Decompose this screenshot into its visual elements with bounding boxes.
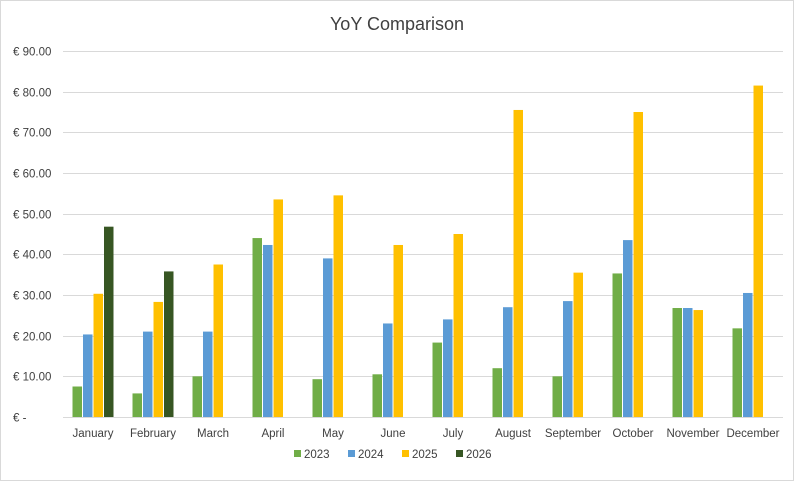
y-tick-label: € 70.00 [13, 128, 51, 140]
bar-2024-august [503, 307, 513, 417]
bar-2025-april [273, 199, 283, 417]
bar-2024-february [143, 331, 153, 417]
bar-2023-july [432, 342, 442, 417]
chart-title: YoY Comparison [330, 14, 464, 34]
bar-2025-may [333, 195, 343, 417]
y-tick-label: € 40.00 [13, 250, 51, 262]
y-tick-label: € 10.00 [13, 372, 51, 384]
bar-2025-july [453, 234, 463, 417]
bar-2024-july [443, 319, 453, 417]
gridlines [63, 51, 783, 418]
x-tick-label: October [613, 428, 654, 440]
x-tick-label: February [130, 428, 176, 440]
bar-2023-march [192, 376, 202, 417]
legend-swatch-2025 [402, 450, 409, 457]
bar-2024-january [83, 334, 93, 417]
bar-2023-june [372, 374, 382, 417]
bar-2025-november [693, 310, 703, 417]
legend-label-2023: 2023 [304, 449, 330, 461]
bar-2023-april [252, 238, 262, 417]
bar-2024-may [323, 258, 333, 417]
bar-2025-december [753, 85, 763, 418]
bar-2023-february [132, 393, 142, 417]
x-tick-label: May [322, 428, 344, 440]
bars [72, 85, 763, 418]
bar-2026-february [164, 271, 174, 417]
bar-2025-january [93, 293, 103, 417]
bar-2024-april [263, 244, 273, 417]
y-tick-label: € 30.00 [13, 291, 51, 303]
bar-2024-october [623, 240, 633, 417]
bar-2023-january [72, 386, 82, 417]
x-tick-label: January [73, 428, 114, 440]
y-tick-label: € - [13, 413, 27, 425]
y-tick-label: € 60.00 [13, 169, 51, 181]
y-tick-label: € 90.00 [13, 47, 51, 59]
y-tick-label: € 20.00 [13, 332, 51, 344]
bar-2023-december [732, 328, 742, 417]
legend-label-2026: 2026 [466, 449, 492, 461]
legend: 2023 2024 2025 2026 [294, 449, 492, 461]
bar-2023-may [312, 379, 322, 417]
bar-2026-january [104, 226, 114, 417]
x-tick-label: April [261, 428, 284, 440]
x-tick-label: July [443, 428, 464, 440]
bar-2023-september [552, 376, 562, 417]
bar-2023-november [672, 308, 682, 417]
y-axis-tick-labels: € - € 10.00 € 20.00 € 30.00 € 40.00 € 50.00 € … [13, 47, 51, 425]
bar-2024-september [563, 301, 573, 417]
bar-2025-september [573, 272, 583, 417]
bar-2025-august [513, 109, 523, 417]
y-tick-label: € 80.00 [13, 88, 51, 100]
legend-label-2025: 2025 [412, 449, 438, 461]
bar-2025-march [213, 264, 223, 417]
y-tick-label: € 50.00 [13, 210, 51, 222]
bar-2023-august [492, 368, 502, 417]
bar-2025-june [393, 244, 403, 417]
x-tick-label: March [197, 428, 229, 440]
x-tick-label: September [545, 428, 601, 440]
legend-swatch-2026 [456, 450, 463, 457]
x-tick-label: June [381, 428, 406, 440]
x-tick-label: December [726, 428, 779, 440]
bar-2024-june [383, 323, 393, 417]
legend-label-2024: 2024 [358, 449, 384, 461]
x-axis-tick-labels: January February March April May June July Augu… [73, 428, 780, 440]
bar-2024-december [743, 292, 753, 417]
legend-swatch-2023 [294, 450, 301, 457]
bar-2023-october [612, 273, 622, 417]
legend-swatch-2024 [348, 450, 355, 457]
bar-2025-february [153, 301, 163, 417]
x-tick-label: November [666, 428, 719, 440]
bar-2025-october [633, 112, 643, 417]
bar-2024-march [203, 331, 213, 417]
bar-2024-november [683, 308, 693, 417]
x-tick-label: August [495, 428, 532, 440]
